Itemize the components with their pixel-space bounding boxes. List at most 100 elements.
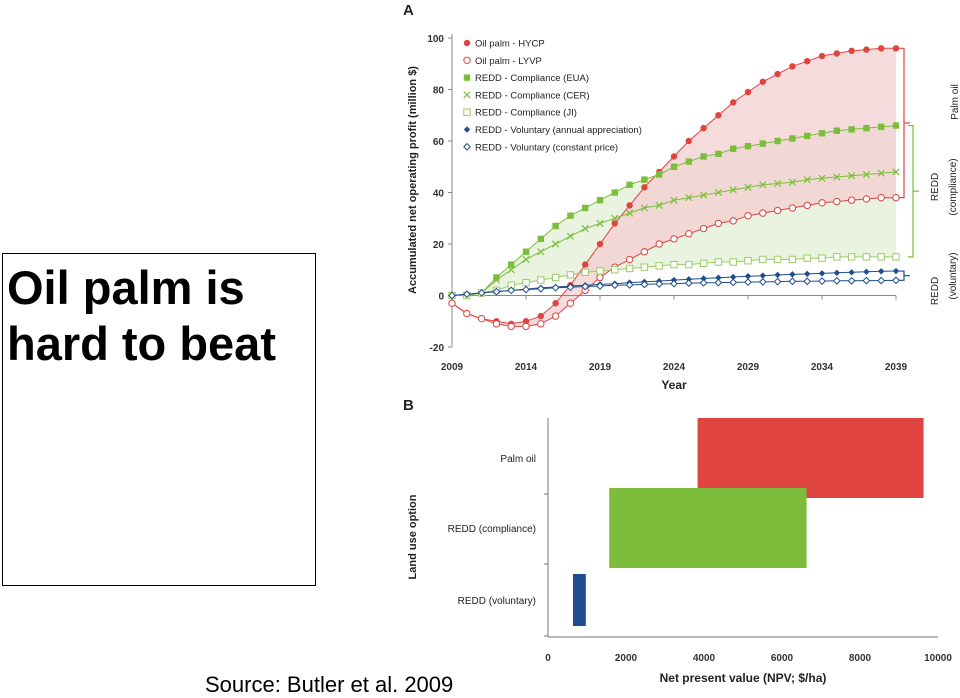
data-point [773,277,782,286]
data-point [847,253,856,261]
legend-label: REDD - Voluntary (constant price) [475,142,618,153]
bar-redd-compliance [609,488,807,568]
data-point [640,248,649,256]
x-tick-label: 2019 [589,362,612,373]
data-point [463,309,471,318]
panel-b-letter: B [403,397,414,414]
data-point [744,211,752,220]
y-tick-label: 80 [433,86,445,97]
data-point [774,271,781,279]
data-point [448,299,456,307]
data-point [611,214,619,222]
data-point [640,204,649,212]
data-point [863,268,870,276]
data-point [507,286,516,295]
data-point [537,312,544,320]
bracket-palm-oil [899,47,910,199]
data-point [878,123,885,131]
bracket-redd-compliance [908,124,919,258]
data-point [714,188,723,197]
data-point [537,276,545,284]
legend-marker [463,142,471,151]
data-point [818,199,826,207]
x-tick-label: 2024 [663,362,686,373]
data-point [566,232,575,240]
data-point [581,268,589,277]
bracket-label: (voluntary) [948,252,959,299]
data-point [892,122,900,129]
data-point [685,260,693,269]
data-point [685,158,692,165]
data-point [522,255,530,264]
y-tick-label: 60 [433,137,445,148]
data-point [626,202,633,209]
data-point [892,193,900,202]
data-point [788,178,797,186]
bracket-label: REDD [930,173,941,201]
data-point [833,197,841,206]
x-tick-label: 6000 [771,653,794,664]
data-point [833,50,840,57]
data-point [522,278,530,287]
data-point [625,264,634,273]
x-tick-label: 2034 [811,362,834,373]
data-point [862,276,871,285]
data-point [715,274,722,281]
data-point [610,281,619,290]
data-point [803,201,811,210]
data-point [758,277,767,286]
data-point [832,276,841,285]
data-point [493,274,500,281]
data-point [744,142,752,150]
data-point [803,254,811,262]
data-point [863,46,870,53]
data-point [715,150,722,158]
data-point [699,191,708,199]
data-point [507,322,515,331]
data-point [847,172,856,180]
data-point [567,212,574,219]
data-point [803,176,811,184]
data-point [892,267,900,275]
data-point [492,276,501,284]
data-point [833,127,840,134]
data-point [714,258,723,266]
data-point [581,282,590,291]
data-point [892,168,900,176]
data-point [611,189,618,196]
legend-label: REDD - Compliance (EUA) [475,73,589,84]
data-point [714,278,723,287]
data-point [804,57,811,65]
data-point [625,255,634,264]
data-point [804,132,811,140]
data-point [508,261,515,268]
data-point [522,322,530,331]
data-point [462,290,471,299]
data-point [655,201,663,209]
legend-marker [463,108,471,116]
data-point [877,253,885,261]
data-point [596,240,604,248]
data-point [477,314,486,323]
data-point [878,268,885,275]
series-redd-compliance-eua [448,122,900,299]
data-point [566,271,575,279]
data-point [596,282,604,290]
bar-redd-voluntary [572,574,586,626]
data-point [582,261,589,268]
data-point [640,280,649,289]
bar-palm-oil [697,418,924,498]
data-point [596,219,604,228]
data-point [625,209,634,217]
x-tick-label: 4000 [693,653,716,664]
data-point [773,179,782,188]
data-point [670,163,678,170]
bracket-redd-voluntary [899,270,910,281]
data-point [699,259,708,268]
data-point [670,153,678,160]
data-point [788,204,797,212]
data-point [684,279,693,288]
y-axis-label: Land use option [407,494,419,579]
panel-a-letter: A [403,2,414,19]
source-citation: Source: Butler et al. 2009 [205,672,454,697]
